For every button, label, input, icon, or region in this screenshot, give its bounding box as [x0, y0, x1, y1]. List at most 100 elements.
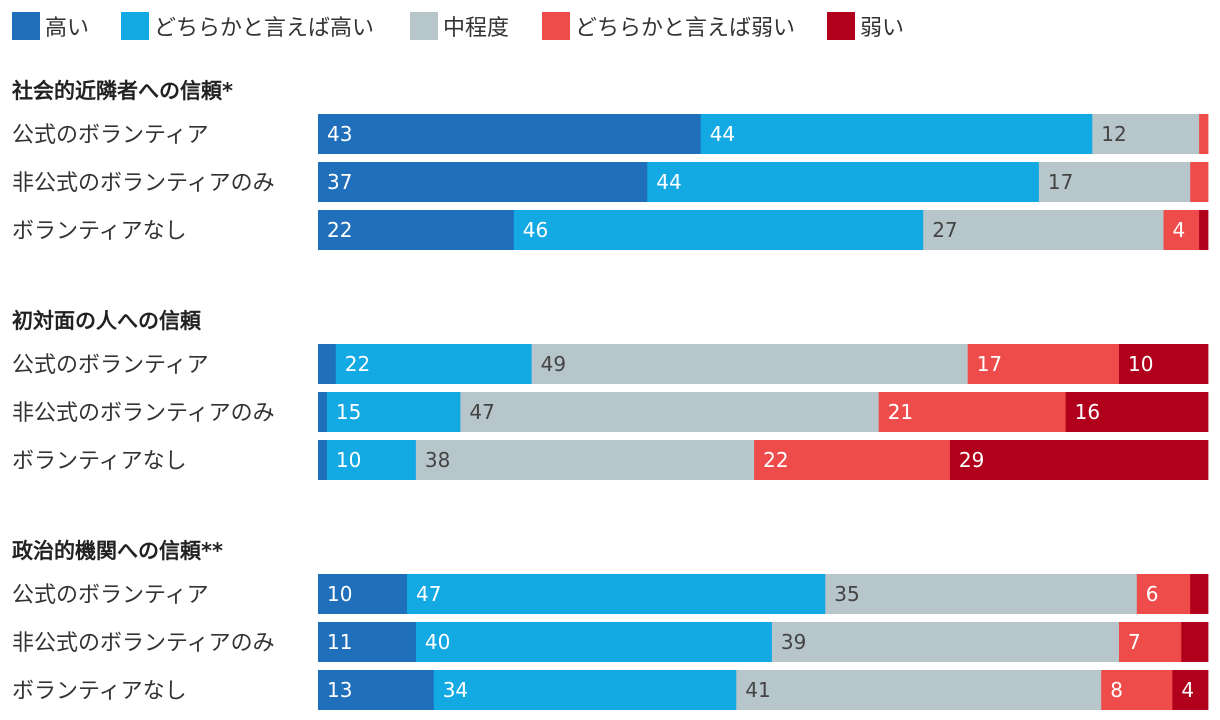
bar-segment-rather_high — [513, 210, 924, 250]
bar-value-label: 47 — [416, 582, 441, 606]
legend-swatch-medium — [410, 12, 438, 40]
bar-segment-medium — [415, 440, 755, 480]
row-label: 公式のボランティア — [12, 353, 209, 378]
bar-value-label: 29 — [959, 448, 984, 472]
bar-segment-medium — [923, 210, 1164, 250]
group-title: 社会的近隣者への信頼* — [11, 79, 233, 103]
bar-value-label: 37 — [327, 170, 352, 194]
bar-segment-medium — [460, 392, 880, 432]
bar-segment-medium — [1092, 114, 1200, 154]
bar-value-label: 12 — [1101, 122, 1126, 146]
bar-segment-low — [1065, 392, 1209, 432]
row-label: 公式のボランティア — [12, 123, 209, 148]
bar-segment-high — [318, 392, 328, 432]
bar-value-label: 16 — [1075, 400, 1100, 424]
legend-label-high: 高い — [45, 16, 89, 41]
bar-segment-rather_high — [415, 622, 773, 662]
bar-segment-medium — [825, 574, 1138, 614]
legend-swatch-rather_high — [121, 12, 149, 40]
row-label: ボランティアなし — [12, 679, 187, 704]
bar-value-label: 21 — [888, 400, 913, 424]
bar-segment-high — [318, 574, 408, 614]
bar-segment-high — [318, 162, 648, 202]
bar-segment-high — [318, 114, 702, 154]
bar-segment-low — [1181, 622, 1209, 662]
bar-segment-rather_low — [1163, 210, 1200, 250]
legend-swatch-rather_low — [542, 12, 570, 40]
bar-segment-medium — [1038, 162, 1191, 202]
bar-value-label: 40 — [425, 630, 450, 654]
legend-label-rather_high: どちらかと言えば高い — [154, 16, 374, 41]
bar-value-label: 13 — [327, 678, 352, 702]
bar-segment-high — [318, 670, 435, 710]
bar-segment-rather_low — [1101, 670, 1173, 710]
legend-label-rather_low: どちらかと言えば弱い — [575, 16, 795, 41]
bar-segment-medium — [736, 670, 1102, 710]
bar-segment-high — [318, 440, 328, 480]
bar-segment-rather_low — [967, 344, 1120, 384]
bar-segment-rather_high — [407, 574, 826, 614]
bar-value-label: 27 — [932, 218, 957, 242]
bar-segment-medium — [531, 344, 969, 384]
row-label: ボランティアなし — [12, 449, 187, 474]
bar-value-label: 8 — [1110, 678, 1123, 702]
bar-segment-rather_high — [326, 440, 417, 480]
bar-value-label: 10 — [1128, 352, 1153, 376]
bar-segment-rather_high — [335, 344, 532, 384]
bar-segment-low — [949, 440, 1209, 480]
legend-swatch-low — [827, 12, 855, 40]
row-label: ボランティアなし — [12, 219, 187, 244]
bar-value-label: 4 — [1181, 678, 1194, 702]
bar-value-label: 39 — [781, 630, 806, 654]
bar-segment-rather_high — [433, 670, 737, 710]
bar-segment-rather_low — [1190, 162, 1209, 202]
bar-value-label: 47 — [469, 400, 494, 424]
bar-value-label: 15 — [336, 400, 361, 424]
bar-segment-low — [1190, 574, 1209, 614]
bar-segment-rather_low — [1136, 574, 1191, 614]
group-title: 初対面の人への信頼 — [12, 309, 202, 333]
bar-value-label: 34 — [443, 678, 468, 702]
row-label: 非公式のボランティアのみ — [12, 401, 275, 426]
bar-value-label: 17 — [1048, 170, 1073, 194]
group-title: 政治的機関への信頼** — [12, 539, 223, 563]
bar-value-label: 38 — [425, 448, 450, 472]
row-label: 非公式のボランティアのみ — [12, 171, 275, 196]
bar-segment-rather_low — [754, 440, 951, 480]
bar-segment-low — [1172, 670, 1209, 710]
row-label: 公式のボランティア — [12, 583, 209, 608]
bar-segment-rather_high — [326, 392, 461, 432]
bar-value-label: 7 — [1128, 630, 1141, 654]
bar-value-label: 35 — [834, 582, 859, 606]
bar-segment-high — [318, 210, 515, 250]
bar-segment-medium — [771, 622, 1120, 662]
legend-label-medium: 中程度 — [443, 16, 509, 41]
legend-label-low: 弱い — [860, 16, 904, 41]
bar-value-label: 6 — [1146, 582, 1159, 606]
bar-segment-high — [318, 622, 417, 662]
bar-value-label: 10 — [327, 582, 352, 606]
bar-value-label: 22 — [345, 352, 370, 376]
bar-value-label: 49 — [541, 352, 566, 376]
bar-value-label: 22 — [763, 448, 788, 472]
bar-segment-high — [318, 344, 337, 384]
row-label: 非公式のボランティアのみ — [12, 631, 275, 656]
bar-value-label: 22 — [327, 218, 352, 242]
bar-segment-rather_high — [647, 162, 1040, 202]
bar-segment-rather_low — [1199, 114, 1209, 154]
bar-segment-rather_high — [700, 114, 1093, 154]
bar-segment-low — [1119, 344, 1209, 384]
bar-value-label: 11 — [327, 630, 352, 654]
bar-segment-rather_low — [1119, 622, 1182, 662]
bar-value-label: 4 — [1173, 218, 1186, 242]
legend-swatch-high — [12, 12, 40, 40]
bar-value-label: 44 — [656, 170, 681, 194]
bar-value-label: 43 — [327, 122, 352, 146]
bar-value-label: 46 — [523, 218, 548, 242]
bar-value-label: 44 — [710, 122, 735, 146]
bar-segment-low — [1199, 210, 1209, 250]
bar-value-label: 10 — [336, 448, 361, 472]
bar-value-label: 41 — [745, 678, 770, 702]
bar-value-label: 17 — [977, 352, 1002, 376]
